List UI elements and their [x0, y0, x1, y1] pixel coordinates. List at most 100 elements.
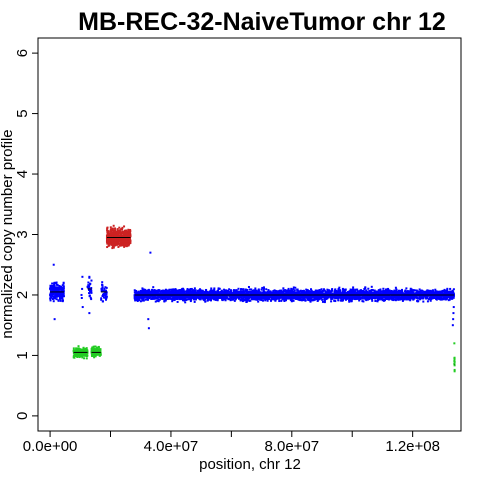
data-point: [363, 296, 366, 299]
data-point: [62, 293, 65, 296]
data-point: [437, 297, 440, 300]
data-point: [136, 300, 139, 303]
data-point: [81, 354, 84, 357]
data-point: [426, 297, 429, 300]
data-point: [392, 290, 395, 293]
data-point: [292, 286, 295, 289]
data-point: [187, 289, 190, 292]
data-point: [437, 293, 440, 296]
data-point: [90, 279, 93, 282]
data-point: [377, 299, 380, 301]
data-point: [287, 287, 290, 290]
data-point: [125, 240, 128, 243]
data-point: [102, 289, 105, 292]
data-point: [399, 289, 402, 292]
data-point: [299, 299, 302, 302]
data-point: [78, 349, 81, 352]
data-point: [275, 298, 278, 301]
data-point: [407, 297, 410, 300]
data-point: [267, 298, 270, 301]
data-point: [178, 289, 181, 292]
data-point: [413, 292, 416, 295]
data-point: [85, 347, 88, 350]
data-point: [118, 226, 121, 229]
data-point: [77, 350, 80, 353]
data-point: [265, 288, 268, 291]
data-point: [267, 289, 270, 292]
data-point: [268, 295, 271, 298]
data-point: [94, 355, 97, 358]
data-point: [58, 287, 61, 290]
data-point: [158, 289, 161, 292]
data-point: [428, 290, 431, 293]
data-point: [116, 235, 119, 238]
data-point: [248, 288, 251, 291]
data-point: [83, 357, 86, 360]
data-point: [210, 297, 213, 300]
data-point: [163, 297, 165, 300]
data-point: [450, 291, 453, 294]
data-point: [443, 291, 446, 294]
data-point: [218, 294, 221, 297]
data-point: [240, 296, 242, 299]
data-point: [227, 289, 230, 292]
data-point: [403, 298, 406, 301]
data-point: [334, 300, 337, 303]
data-point: [89, 296, 92, 299]
data-point: [97, 345, 100, 348]
data-point: [121, 238, 124, 241]
data-point: [247, 285, 250, 288]
data-point: [142, 296, 145, 299]
data-point: [386, 288, 389, 291]
data-point: [176, 294, 179, 297]
data-point: [107, 232, 110, 235]
data-point: [330, 290, 333, 293]
data-point: [121, 243, 124, 246]
data-point: [124, 235, 127, 238]
data-point: [213, 296, 216, 299]
data-point: [314, 290, 317, 293]
data-point: [228, 288, 231, 291]
data-point: [187, 291, 190, 294]
data-point: [368, 293, 371, 296]
data-point: [245, 291, 248, 294]
data-point: [51, 285, 54, 288]
data-point: [135, 298, 138, 301]
data-point: [81, 356, 84, 359]
data-point: [418, 294, 421, 297]
data-point: [76, 348, 79, 351]
data-point: [52, 289, 55, 292]
data-point: [242, 290, 245, 293]
data-point: [365, 289, 368, 292]
data-point: [363, 287, 366, 290]
data-point: [371, 288, 374, 291]
data-point: [122, 235, 125, 238]
data-point: [425, 292, 428, 294]
data-point: [406, 295, 409, 298]
data-point: [316, 297, 319, 300]
data-point: [171, 288, 174, 291]
data-point: [382, 287, 385, 290]
data-point: [257, 292, 260, 295]
data-point: [266, 299, 269, 302]
data-point: [405, 297, 408, 300]
data-point: [246, 288, 249, 291]
data-point: [305, 288, 308, 291]
data-point: [359, 296, 362, 299]
data-point: [233, 299, 236, 302]
data-point: [193, 300, 196, 303]
data-point: [364, 291, 367, 294]
data-point: [441, 298, 444, 301]
data-point: [348, 291, 351, 294]
data-point: [418, 288, 421, 291]
data-point: [216, 290, 219, 293]
data-point: [258, 297, 261, 300]
data-point: [412, 291, 415, 294]
data-point: [49, 289, 52, 292]
data-point: [314, 289, 317, 292]
data-point: [108, 241, 111, 244]
data-point: [58, 292, 61, 295]
data-point: [147, 295, 150, 298]
data-point: [125, 233, 128, 236]
data-point: [52, 300, 55, 303]
